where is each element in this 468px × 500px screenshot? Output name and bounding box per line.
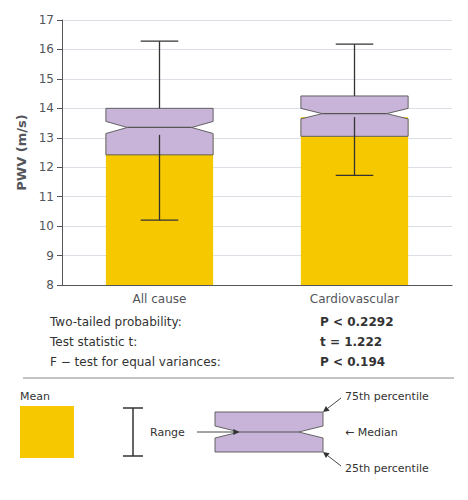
svg-text:25th percentile: 25th percentile xyxy=(345,462,429,475)
svg-text:14: 14 xyxy=(39,101,54,115)
svg-text:9: 9 xyxy=(46,249,54,263)
svg-text:Two-tailed probability:: Two-tailed probability: xyxy=(49,315,182,329)
svg-text:13: 13 xyxy=(39,131,54,145)
svg-text:t = 1.222: t = 1.222 xyxy=(320,335,382,349)
svg-text:Range: Range xyxy=(150,426,185,439)
svg-text:Cardiovascular: Cardiovascular xyxy=(310,292,399,306)
svg-text:75th percentile: 75th percentile xyxy=(345,390,429,403)
svg-text:16: 16 xyxy=(39,42,54,56)
svg-text:P < 0.194: P < 0.194 xyxy=(320,355,385,369)
svg-text:← Median: ← Median xyxy=(345,426,398,439)
svg-text:Mean: Mean xyxy=(20,390,50,403)
svg-text:10: 10 xyxy=(39,219,54,233)
svg-text:11: 11 xyxy=(39,190,54,204)
svg-text:PWV (m/s): PWV (m/s) xyxy=(14,114,29,190)
svg-text:17: 17 xyxy=(39,13,54,27)
svg-text:8: 8 xyxy=(46,278,54,292)
svg-text:F − test for equal variances:: F − test for equal variances: xyxy=(50,355,221,369)
svg-text:15: 15 xyxy=(39,72,54,86)
svg-text:P < 0.2292: P < 0.2292 xyxy=(320,315,394,329)
svg-text:Test statistic t:: Test statistic t: xyxy=(49,335,137,349)
svg-text:12: 12 xyxy=(39,160,54,174)
svg-text:All cause: All cause xyxy=(133,292,187,306)
